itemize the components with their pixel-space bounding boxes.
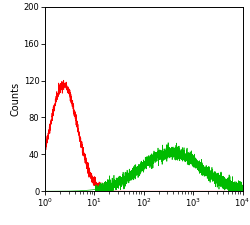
Y-axis label: Counts: Counts (11, 82, 21, 116)
